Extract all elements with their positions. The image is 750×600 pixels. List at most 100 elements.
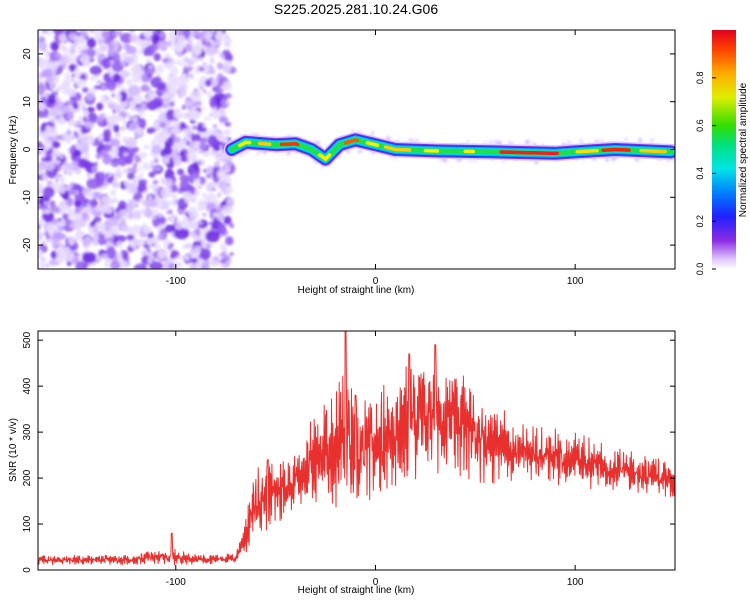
noise-blob: [67, 68, 71, 72]
noise-blob: [110, 45, 115, 51]
noise-blob: [132, 116, 138, 123]
noise-blob: [55, 246, 64, 256]
noise-blob: [179, 62, 185, 67]
noise-blob: [189, 56, 199, 63]
noise-blob: [125, 183, 130, 189]
noise-blob: [86, 209, 91, 213]
noise-blob: [170, 252, 176, 260]
noise-blob: [110, 260, 121, 269]
noise-blob: [161, 178, 165, 185]
noise-blob: [201, 262, 210, 269]
noise-blob: [124, 62, 129, 67]
noise-blob: [127, 228, 139, 236]
noise-blob: [140, 250, 144, 255]
noise-blob: [148, 171, 156, 178]
noise-blob: [86, 203, 91, 209]
noise-blob: [93, 216, 102, 223]
noise-blob: [189, 215, 192, 219]
noise-blob: [40, 130, 48, 141]
noise-blob: [61, 246, 71, 256]
noise-blob: [60, 45, 67, 52]
noise-blob: [189, 262, 197, 269]
noise-blob: [225, 186, 234, 194]
noise-blob: [131, 73, 136, 77]
noise-blob: [42, 30, 48, 33]
noise-blob: [197, 199, 208, 209]
noise-blob: [120, 222, 128, 232]
noise-blob: [38, 40, 47, 52]
noise-blob: [101, 195, 111, 205]
noise-blob: [184, 243, 194, 249]
noise-blob: [145, 237, 158, 246]
noise-blob: [44, 201, 47, 206]
noise-blob: [195, 244, 198, 248]
noise-blob: [93, 85, 101, 90]
noise-blob: [104, 175, 109, 180]
snr-ytick-label: 500: [22, 331, 33, 348]
snr-xtick-label: 0: [373, 577, 379, 588]
noise-blob: [161, 187, 172, 199]
noise-blob: [136, 106, 145, 112]
noise-blob: [59, 242, 64, 248]
halo-speckle: [255, 152, 260, 156]
noise-blob: [82, 208, 88, 212]
noise-blob: [44, 161, 56, 171]
noise-blob: [204, 79, 212, 87]
noise-blob: [143, 144, 150, 149]
noise-blob: [202, 89, 207, 94]
noise-blob: [38, 249, 43, 260]
noise-blob: [118, 200, 127, 210]
noise-blob: [105, 78, 117, 91]
noise-blob: [94, 33, 103, 40]
noise-blob: [104, 262, 110, 268]
noise-blob: [48, 259, 57, 266]
halo-speckle: [466, 140, 469, 143]
noise-blob: [198, 45, 203, 51]
noise-blob: [153, 33, 161, 43]
noise-blob: [101, 30, 111, 39]
noise-blob: [78, 115, 83, 123]
noise-blob: [156, 82, 167, 91]
noise-blob: [86, 37, 97, 49]
noise-blob: [122, 261, 129, 268]
noise-blob: [127, 172, 135, 180]
colorbar-tick-label: 0.0: [695, 263, 705, 276]
noise-blob: [202, 168, 207, 173]
noise-blob: [184, 254, 190, 261]
noise-blob: [201, 192, 207, 198]
noise-blob: [197, 56, 204, 61]
noise-blob: [74, 200, 82, 208]
noise-blob: [128, 122, 140, 131]
halo-speckle: [638, 137, 643, 143]
colorbar-ticks: 0.0 0.2 0.4 0.6 0.8: [695, 72, 716, 276]
noise-blob: [55, 52, 61, 59]
noise-blob: [75, 79, 87, 87]
noise-blob: [74, 166, 82, 175]
noise-blob: [81, 87, 89, 93]
noise-blob: [207, 135, 218, 148]
noise-blob: [46, 264, 49, 267]
noise-blob: [161, 58, 170, 63]
noise-blob: [50, 41, 60, 52]
noise-blob: [63, 170, 67, 175]
noise-blob: [106, 115, 116, 125]
noise-blob: [101, 85, 105, 89]
noise-blob: [148, 195, 153, 201]
noise-blob: [169, 77, 176, 83]
noise-blob: [143, 207, 153, 218]
noise-blob: [133, 210, 142, 220]
noise-blob: [137, 167, 143, 172]
noise-blob: [154, 134, 159, 140]
halo-speckle: [594, 139, 599, 143]
noise-blob: [66, 261, 72, 267]
noise-blob: [218, 116, 229, 123]
colorbar: 0.0 0.2 0.4 0.6 0.8 Normalized spectral ampl…: [695, 30, 749, 275]
noise-blob: [182, 56, 190, 63]
noise-blob: [38, 83, 46, 96]
noise-blob: [205, 173, 212, 179]
noise-blob: [48, 231, 54, 237]
noise-blob: [97, 237, 106, 246]
snr-ticks: -100 0 100 0 100 200 300 400 500: [22, 331, 675, 588]
noise-blob: [219, 145, 223, 149]
noise-blob: [52, 141, 61, 149]
